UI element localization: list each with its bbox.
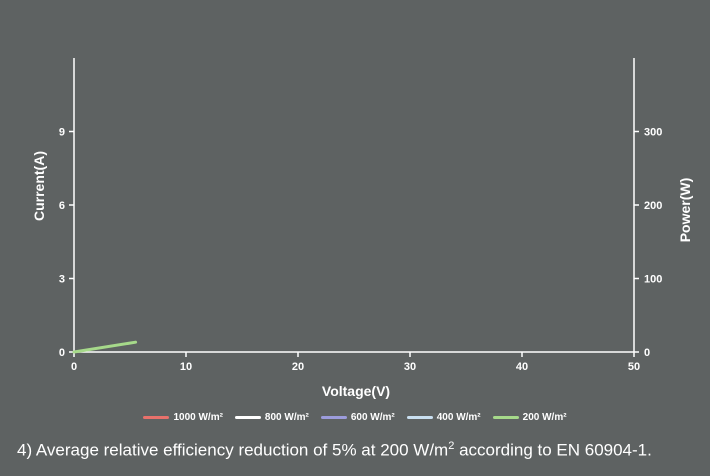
legend-label: 1000 W/m²	[173, 412, 223, 423]
footnote-text: 4) Average relative efficiency reduction…	[17, 440, 449, 460]
y-axis-title: Current(A)	[31, 151, 47, 221]
legend-item: 200 W/m²	[492, 412, 567, 423]
legend-label: 800 W/m²	[264, 412, 309, 423]
chart-legend: 1000 W/m² 800 W/m² 600 W/m² 400 W/m² 200 W/m…	[0, 412, 710, 423]
y-tick-label: 6	[59, 200, 65, 212]
y-tick-label: 0	[59, 347, 65, 359]
iv-curve-chart: 0 10 20 30 40 50 0 3 6 9 0 100 200 300 Voltage(V) Cur…	[31, 58, 693, 399]
footnote: 4) Average relative efficiency reduction…	[17, 440, 652, 461]
x-tick-label: 30	[404, 361, 416, 373]
legend-swatch	[320, 416, 347, 419]
y2-axis-title: Power(W)	[677, 178, 693, 243]
legend-swatch	[143, 416, 170, 419]
footnote-text-end: according to EN 60904-1.	[454, 440, 652, 460]
legend-label: 200 W/m²	[522, 412, 567, 423]
series-line	[72, 340, 138, 354]
y-tick-label: 9	[59, 127, 65, 139]
footnote-superscript: 2	[448, 440, 455, 452]
legend-item: 1000 W/m²	[143, 412, 223, 423]
legend-item: 400 W/m²	[406, 412, 481, 423]
legend-label: 400 W/m²	[436, 412, 481, 423]
legend-label: 600 W/m²	[350, 412, 395, 423]
legend-swatch	[234, 416, 261, 419]
x-tick-label: 50	[628, 361, 640, 373]
legend-swatch	[492, 416, 519, 419]
y2-tick-label: 300	[644, 127, 662, 139]
chart-plot-lines	[72, 340, 138, 354]
y2-tick-label: 0	[644, 347, 650, 359]
legend-swatch	[406, 416, 433, 419]
x-tick-label: 40	[516, 361, 528, 373]
y2-tick-label: 200	[644, 200, 662, 212]
x-tick-label: 10	[180, 361, 192, 373]
legend-item: 600 W/m²	[320, 412, 395, 423]
x-tick-label: 0	[71, 361, 77, 373]
y2-tick-label: 100	[644, 274, 662, 286]
x-tick-label: 20	[292, 361, 304, 373]
chart-axes: 0 10 20 30 40 50 0 3 6 9 0 100 200 300	[59, 58, 662, 373]
y-tick-label: 3	[59, 274, 65, 286]
x-axis-title: Voltage(V)	[322, 383, 390, 399]
legend-item: 800 W/m²	[234, 412, 309, 423]
